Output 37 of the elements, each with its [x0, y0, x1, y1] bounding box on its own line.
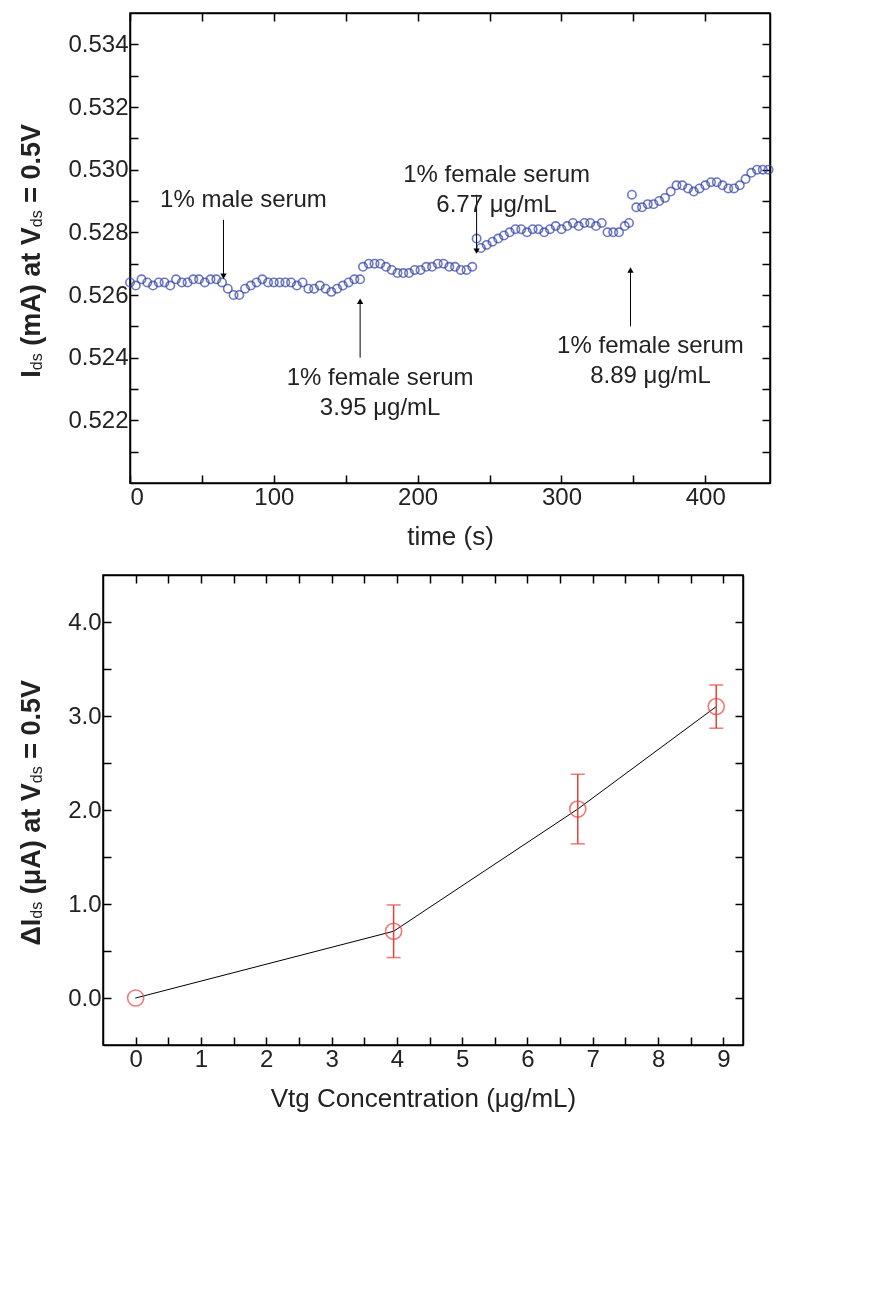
y-tick-label: 1.0	[68, 889, 102, 917]
x-tick-label: 200	[398, 482, 439, 510]
x-tick-label: 400	[685, 482, 726, 510]
x-tick-label: 9	[717, 1044, 731, 1072]
x-axis-title: time (s)	[407, 520, 494, 551]
y-tick-label: 0.528	[68, 217, 129, 245]
annotation: 1% female serum 8.89 μg/mL	[557, 331, 744, 389]
y-tick-label: 0.526	[68, 280, 129, 308]
y-tick-label: 0.522	[68, 405, 129, 433]
x-tick-label: 8	[651, 1044, 666, 1072]
y-tick-label: 0.532	[68, 92, 129, 120]
annotation: 1% female serum 3.95 μg/mL	[286, 362, 474, 420]
x-tick-label: 300	[541, 482, 582, 510]
y-tick-label: 0.0	[68, 983, 102, 1011]
line-series	[135, 706, 717, 999]
y-tick-label: 2.0	[68, 795, 102, 823]
x-tick-label: 3	[325, 1044, 339, 1072]
x-tick-label: 0	[130, 482, 144, 510]
x-tick-label: 100	[254, 482, 295, 510]
point	[568, 800, 587, 818]
x-tick-label: 6	[521, 1044, 535, 1072]
point	[126, 989, 145, 1007]
point	[707, 697, 726, 716]
x-tick-label: 0	[129, 1044, 143, 1072]
point	[384, 922, 403, 941]
annotation: 1% male serum	[160, 184, 327, 212]
y-tick-label: 3.0	[68, 701, 102, 729]
y-tick-label: 0.530	[68, 155, 129, 183]
x-tick-label: 4	[390, 1044, 405, 1072]
x-tick-label: 2	[260, 1044, 274, 1072]
x-axis-title: Vtg Concentration (μg/mL)	[270, 1082, 577, 1113]
y-tick-label: 0.534	[68, 29, 129, 57]
y-tick-label: 0.524	[68, 343, 129, 371]
x-tick-label: 1	[194, 1044, 209, 1072]
y-tick-label: 4.0	[68, 607, 102, 635]
x-tick-label: 7	[586, 1044, 600, 1072]
x-tick-label: 5	[456, 1044, 470, 1072]
